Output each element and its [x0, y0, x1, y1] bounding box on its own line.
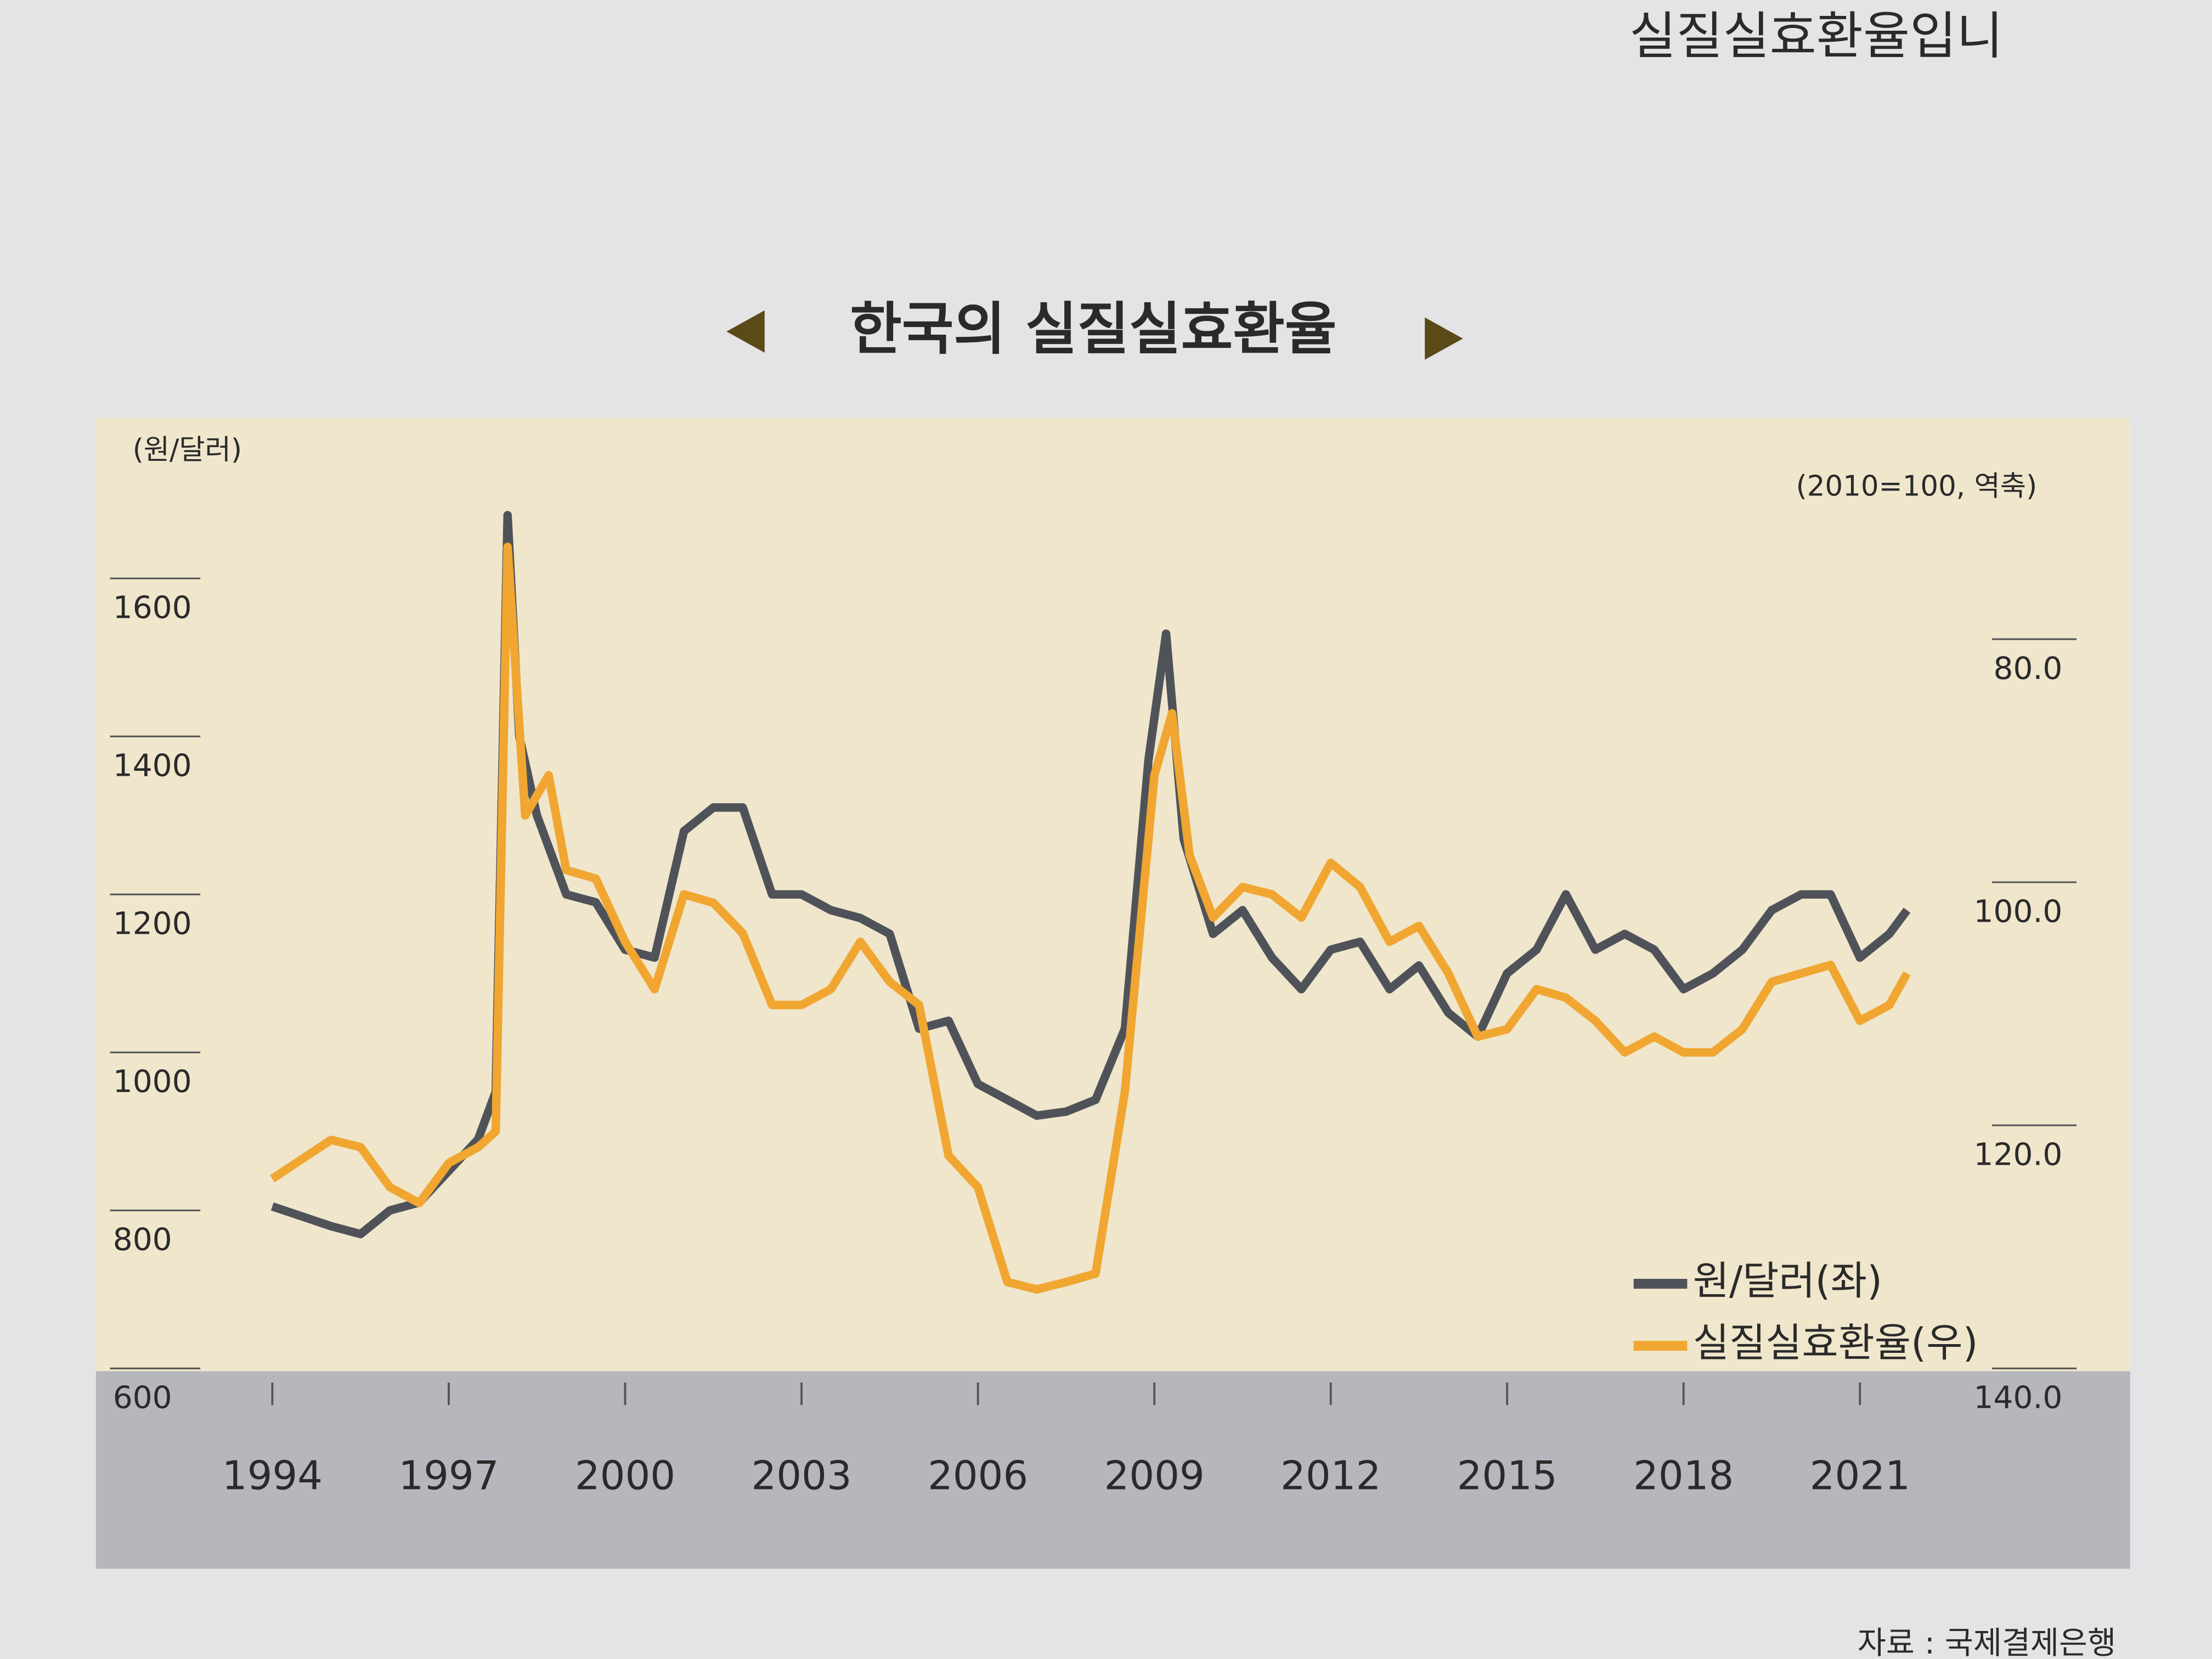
y-axis-label: (원/달러) — [133, 433, 242, 466]
y2-tick-label: 120.0 — [1973, 1136, 2062, 1172]
y2-tick-label: 140.0 — [1973, 1379, 2062, 1415]
x-tick-label: 1997 — [398, 1452, 499, 1498]
title-arrow-left — [726, 310, 765, 353]
x-tick-label: 2015 — [1457, 1452, 1558, 1498]
title-arrow-right — [1425, 317, 1463, 360]
legend-label: 실질실효환율(우) — [1693, 1320, 1978, 1366]
y-tick-label: 1000 — [113, 1063, 192, 1099]
x-tick-label: 2006 — [928, 1452, 1028, 1498]
y-tick-label: 600 — [113, 1379, 172, 1415]
plot-background — [95, 417, 2130, 1372]
x-axis-band — [95, 1371, 2130, 1569]
y2-axis-label: (2010=100, 역축) — [1796, 470, 2037, 503]
x-tick-label: 2003 — [751, 1452, 851, 1498]
y-tick-label: 1400 — [113, 747, 192, 783]
x-tick-label: 2021 — [1810, 1452, 1910, 1498]
legend-label: 원/달러(좌) — [1693, 1258, 1882, 1304]
x-tick-label: 1994 — [222, 1452, 323, 1498]
y2-tick-label: 80.0 — [1993, 650, 2062, 686]
y2-tick-label: 100.0 — [1973, 893, 2062, 929]
x-tick-label: 2018 — [1633, 1452, 1734, 1498]
x-tick-label: 2000 — [575, 1452, 675, 1498]
chart-title: 한국의 실질실효환율 — [850, 297, 1336, 362]
data-line — [270, 542, 1911, 1294]
data-line — [270, 511, 1911, 1239]
source-note: 자료 : 국제결제은행 — [1858, 1625, 2116, 1659]
y-tick-label: 800 — [113, 1221, 172, 1257]
x-tick-label: 2012 — [1280, 1452, 1381, 1498]
x-tick-label: 2009 — [1104, 1452, 1204, 1498]
y-tick-label: 1600 — [113, 589, 192, 625]
header-fragment: 실질실효환율입니 — [1629, 6, 2003, 65]
y-tick-label: 1200 — [113, 905, 192, 941]
